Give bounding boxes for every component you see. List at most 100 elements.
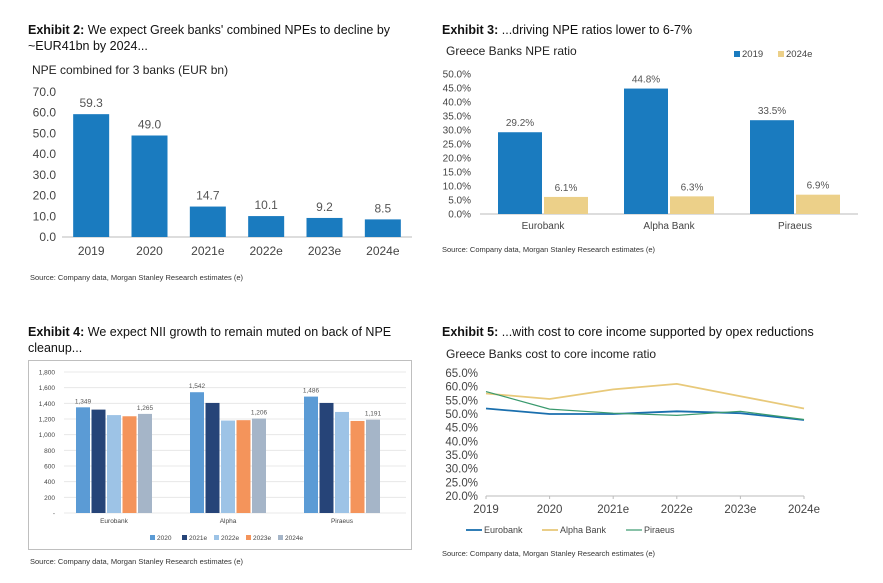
y-tick-label: 0.0 [39,230,56,244]
y-tick-label: 40.0% [445,436,478,448]
y-tick-label: 800 [44,448,55,455]
bar-2019 [498,132,542,214]
y-tick-label: 60.0 [33,106,57,120]
y-tick-label: - [53,511,55,518]
exhibit2-title: Exhibit 2: We expect Greek banks' combin… [28,22,408,54]
y-tick-label: 30.0% [445,464,478,476]
data-label: 6.1% [555,183,578,194]
data-label: 6.9% [807,181,830,192]
x-tick-label: Eurobank [522,221,566,232]
bar-2022e [335,411,349,513]
exhibit4-heading: We expect NII growth to remain muted on … [28,325,392,355]
bar-2020 [190,392,204,513]
y-tick-label: 1,800 [39,370,56,377]
data-label: 6.3% [681,182,704,193]
data-label: 8.5 [374,201,391,215]
legend-swatch [182,535,187,540]
exhibit5-heading: ...with cost to core income supported by… [501,325,814,339]
exhibit5-chart: 20.0% 25.0%30.0% 35.0% 40.0%45.0% 50.0% 55.0%… [445,368,820,535]
legend-label: 2019 [742,49,763,60]
y-tick-label: 15.0% [443,168,471,179]
x-tick-label: 2019 [473,504,499,516]
legend-label: 2020 [157,535,172,542]
legend-label: 2023e [253,535,271,542]
data-label: 9.2 [316,200,333,214]
exhibit3-source: Source: Company data, Morgan Stanley Res… [442,245,656,254]
data-label: 1,542 [189,383,206,390]
legend-swatch [778,51,784,57]
x-tick-label: Alpha Bank [643,221,695,232]
data-label: 33.5% [758,106,786,117]
legend-swatch [734,51,740,57]
y-tick-label: 200 [44,495,55,502]
y-tick-label: 35.0% [445,450,478,462]
legend-label: 2024e [786,49,812,60]
exhibit3-subtitle: Greece Banks NPE ratio [446,44,577,58]
data-label: 1,349 [75,398,92,405]
legend-label: 2024e [285,535,303,542]
exhibit4-title: Exhibit 4: We expect NII growth to remai… [28,324,408,356]
bar [131,135,168,237]
exhibit3-heading: ...driving NPE ratios lower to 6-7% [501,23,693,37]
x-tick-label: 2021e [597,504,629,516]
y-tick-label: 50.0 [33,126,57,140]
y-tick-label: 1,400 [39,401,56,408]
x-tick-label: 2022e [661,504,693,516]
x-tick-label: 2019 [78,244,105,258]
bar [306,217,343,237]
bar-2022e [221,420,235,513]
data-label: 10.1 [254,198,278,212]
legend-label: Piraeus [644,525,675,535]
bar-2023e [122,416,137,513]
legend-swatch [150,535,155,540]
exhibit3-chart: 0.0% 5.0% 10.0% 15.0% 20.0% 25.0% 30.0% 35.0% 40… [443,49,858,232]
exhibit2-subtitle: NPE combined for 3 banks (EUR bn) [32,63,229,77]
x-tick-label: 2022e [249,244,283,258]
exhibit2-source: Source: Company data, Morgan Stanley Res… [30,273,244,282]
y-tick-label: 10.0% [443,182,471,193]
legend-label: 2021e [189,535,207,542]
legend-label: 2022e [221,535,239,542]
bar-2019 [750,120,794,214]
y-tick-label: 35.0% [443,112,471,123]
y-tick-label: 20.0% [445,491,478,503]
data-label: 1,265 [137,405,154,412]
y-tick-label: 45.0% [443,84,471,95]
y-tick-label: 30.0 [33,168,57,182]
bar-2024e [670,196,714,214]
bar [73,114,110,237]
exhibit2-number: Exhibit 2: [28,23,85,37]
y-tick-label: 25.0% [445,477,478,489]
y-tick-label: 1,600 [39,385,56,392]
x-tick-label: Eurobank [100,518,129,525]
y-tick-label: 55.0% [445,395,478,407]
x-tick-label: 2023e [724,504,756,516]
y-tick-label: 40.0 [33,147,57,161]
exhibit4-number: Exhibit 4: [28,325,85,339]
bar-2024e [138,413,152,513]
bar-2022e [107,415,121,513]
bar-2023e [236,420,251,513]
x-tick-label: 2020 [537,504,563,516]
y-tick-label: 70.0 [33,85,57,99]
data-label: 29.2% [506,118,534,129]
bar-2023e [350,420,365,513]
bar-2020 [304,396,318,513]
legend-label: Alpha Bank [560,525,607,535]
y-tick-label: 10.0 [33,209,57,223]
y-tick-label: 25.0% [443,140,471,151]
bar-2019 [624,88,668,214]
x-tick-label: 2020 [136,244,163,258]
legend-swatch [246,535,251,540]
bar-2024e [544,196,588,214]
line-piraeus [485,391,805,421]
x-tick-label: Piraeus [778,221,812,232]
x-tick-label: 2024e [366,244,400,258]
y-tick-label: 50.0% [445,409,478,421]
x-tick-label: Alpha [220,518,237,525]
y-tick-label: 20.0 [33,189,57,203]
exhibit4-source: Source: Company data, Morgan Stanley Res… [30,557,244,566]
data-label: 59.3 [79,96,103,110]
y-tick-label: 5.0% [448,196,471,207]
legend-swatch [214,535,219,540]
